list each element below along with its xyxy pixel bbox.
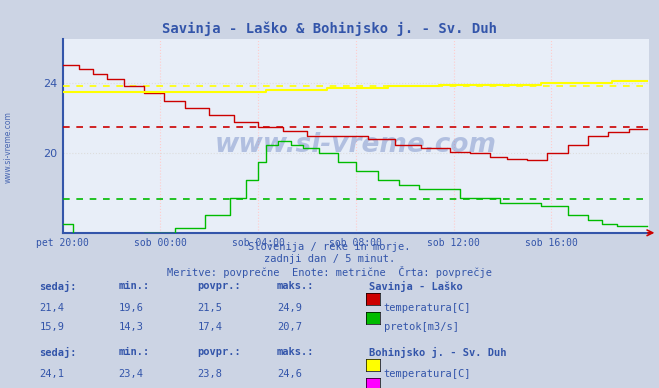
Text: povpr.:: povpr.:: [198, 347, 241, 357]
Text: sedaj:: sedaj:: [40, 347, 77, 358]
Text: zadnji dan / 5 minut.: zadnji dan / 5 minut.: [264, 254, 395, 264]
Text: 19,6: 19,6: [119, 303, 144, 313]
Text: min.:: min.:: [119, 281, 150, 291]
Text: min.:: min.:: [119, 347, 150, 357]
Text: maks.:: maks.:: [277, 281, 314, 291]
Text: pretok[m3/s]: pretok[m3/s]: [384, 322, 459, 332]
Text: 23,4: 23,4: [119, 369, 144, 379]
Text: 24,6: 24,6: [277, 369, 302, 379]
Text: www.si-vreme.com: www.si-vreme.com: [3, 111, 13, 184]
Text: Bohinjsko j. - Sv. Duh: Bohinjsko j. - Sv. Duh: [369, 347, 507, 358]
Text: maks.:: maks.:: [277, 347, 314, 357]
Text: Slovenija / reke in morje.: Slovenija / reke in morje.: [248, 242, 411, 253]
Text: 23,8: 23,8: [198, 369, 223, 379]
Text: 24,1: 24,1: [40, 369, 65, 379]
Text: 15,9: 15,9: [40, 322, 65, 332]
Text: 14,3: 14,3: [119, 322, 144, 332]
Text: 21,4: 21,4: [40, 303, 65, 313]
Text: 17,4: 17,4: [198, 322, 223, 332]
Text: temperatura[C]: temperatura[C]: [384, 369, 471, 379]
Text: Savinja - Laško: Savinja - Laško: [369, 281, 463, 292]
Text: povpr.:: povpr.:: [198, 281, 241, 291]
Text: sedaj:: sedaj:: [40, 281, 77, 292]
Text: www.si-vreme.com: www.si-vreme.com: [215, 132, 497, 159]
Text: temperatura[C]: temperatura[C]: [384, 303, 471, 313]
Text: Savinja - Laško & Bohinjsko j. - Sv. Duh: Savinja - Laško & Bohinjsko j. - Sv. Duh: [162, 21, 497, 36]
Text: 21,5: 21,5: [198, 303, 223, 313]
Text: 20,7: 20,7: [277, 322, 302, 332]
Text: 24,9: 24,9: [277, 303, 302, 313]
Text: Meritve: povprečne  Enote: metrične  Črta: povprečje: Meritve: povprečne Enote: metrične Črta:…: [167, 266, 492, 278]
